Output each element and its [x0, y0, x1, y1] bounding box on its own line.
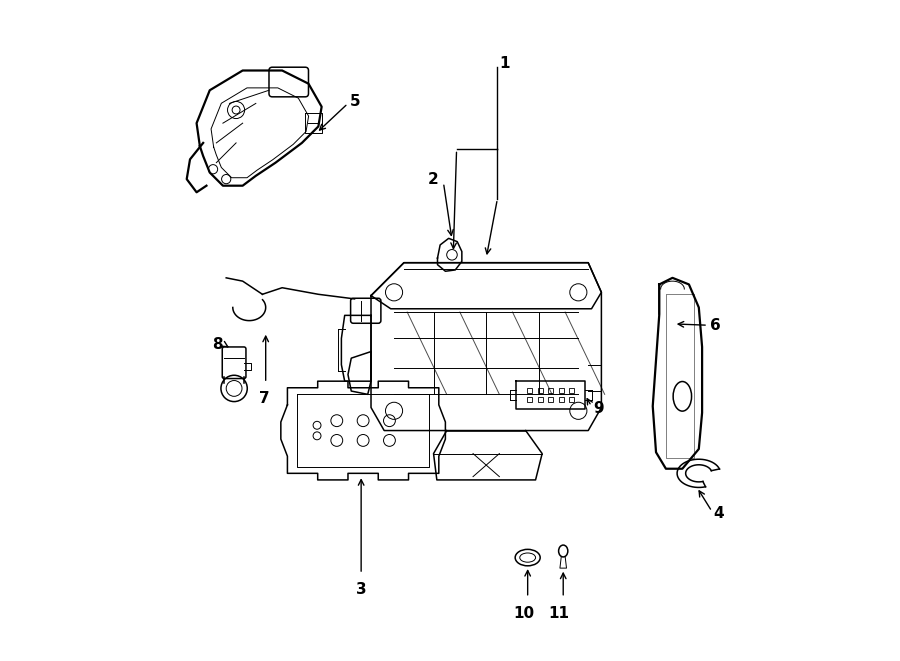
Text: 5: 5 — [350, 94, 361, 109]
Text: 8: 8 — [212, 338, 223, 352]
Text: 7: 7 — [259, 391, 270, 406]
Text: 11: 11 — [549, 605, 570, 621]
Text: 3: 3 — [356, 582, 366, 597]
Text: 10: 10 — [513, 605, 535, 621]
Text: 6: 6 — [710, 318, 721, 332]
Text: 2: 2 — [428, 172, 438, 186]
Text: 1: 1 — [500, 56, 510, 71]
Text: 9: 9 — [593, 401, 604, 416]
Text: 4: 4 — [714, 506, 724, 521]
